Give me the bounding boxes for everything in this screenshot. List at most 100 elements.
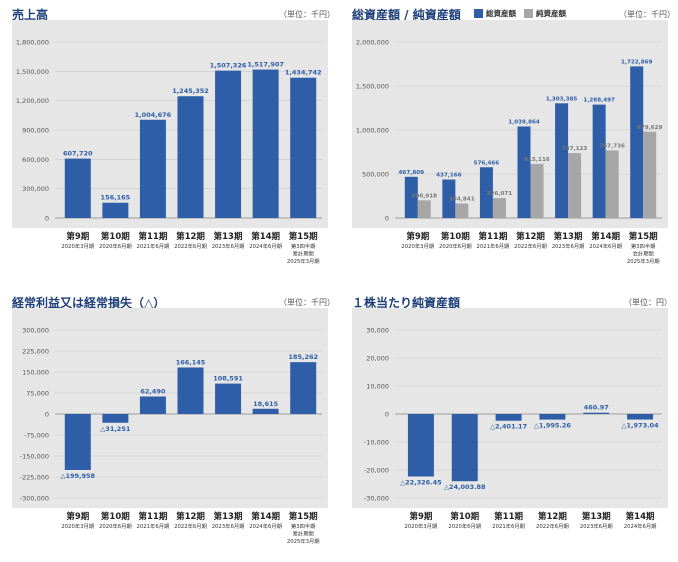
x-tick-label: 第15期 bbox=[629, 231, 658, 242]
x-tick-label: 第10期 bbox=[101, 231, 130, 242]
sales-chart: 0 300,000 600,000 900,000 1,200,000 1,500,000… bbox=[12, 20, 328, 265]
net-assets-per-share-chart: -30,000 -20,000 -10,000 0 10,000 20,000 30,000… bbox=[352, 308, 668, 530]
unit-label-assets: （単位：千円） bbox=[619, 10, 675, 19]
bar bbox=[215, 383, 242, 414]
data-label: △1,995.26 bbox=[534, 422, 572, 430]
bar bbox=[290, 77, 317, 218]
x-tick-sublabel: 2021年6月期 bbox=[137, 242, 170, 250]
data-label: 62,490 bbox=[140, 388, 166, 396]
x-tick-label: 第12期 bbox=[538, 511, 567, 522]
bar bbox=[555, 103, 569, 218]
x-tick-label: 第15期 bbox=[289, 511, 318, 522]
y-tick-label: 20,000 bbox=[366, 355, 389, 363]
bar bbox=[627, 414, 654, 420]
data-label: 1,245,352 bbox=[172, 87, 209, 95]
bar bbox=[102, 414, 129, 423]
x-tick-label: 第14期 bbox=[251, 511, 280, 522]
chart-title-ordinary-profit: 経常利益又は経常損失（△） bbox=[12, 296, 166, 310]
bar bbox=[451, 414, 478, 482]
bar bbox=[495, 414, 522, 421]
x-tick-label: 第13期 bbox=[214, 231, 243, 242]
bar bbox=[64, 414, 91, 470]
y-tick-label: 0 bbox=[45, 215, 49, 223]
data-label: 1,507,326 bbox=[210, 62, 247, 70]
data-label: 1,722,869 bbox=[621, 59, 653, 65]
y-tick-label: 30,000 bbox=[366, 327, 389, 335]
x-tick-label: 第14期 bbox=[251, 231, 280, 242]
x-tick-sublabel: 第3四半期 bbox=[631, 242, 656, 250]
data-label: 1,517,907 bbox=[247, 61, 284, 69]
y-tick-label: 150,000 bbox=[22, 369, 49, 377]
data-label: 1,288,497 bbox=[583, 98, 615, 104]
legend-swatch-total-assets bbox=[474, 9, 483, 18]
data-label: 1,434,742 bbox=[285, 69, 322, 77]
bar bbox=[417, 200, 431, 218]
y-tick-label: -300,000 bbox=[20, 495, 49, 503]
y-tick-label: 0 bbox=[385, 215, 389, 223]
x-tick-sublabel: 2022年6月期 bbox=[536, 522, 569, 530]
legend-label-total-assets: 総資産額 bbox=[486, 9, 516, 18]
plot-background bbox=[12, 20, 328, 228]
y-tick-label: 600,000 bbox=[22, 156, 49, 164]
assets-legend: 総資産額 純資産額 bbox=[474, 8, 574, 19]
bar bbox=[215, 70, 242, 219]
y-tick-label: 1,500,000 bbox=[16, 68, 49, 76]
bar bbox=[479, 167, 493, 218]
data-label: △22,326.45 bbox=[400, 479, 442, 487]
data-label: △24,003.88 bbox=[444, 483, 486, 491]
x-tick-sublabel: 2023年6月期 bbox=[580, 522, 613, 530]
data-label: △2,401.17 bbox=[490, 423, 527, 431]
legend-item-net-assets: 純資産額 bbox=[524, 8, 566, 19]
x-tick-sublabel: 2022年6月期 bbox=[514, 242, 547, 250]
x-tick-sublabel: 第3四半期 bbox=[291, 242, 316, 250]
data-label: 1,039,864 bbox=[508, 119, 540, 125]
data-label: 467,809 bbox=[399, 170, 425, 176]
assets-chart: 0 500,000 1,000,000 1,500,000 2,000,000 467,8… bbox=[352, 20, 668, 265]
x-tick-sublabel: 2020年3月期 bbox=[61, 522, 94, 530]
x-tick-label: 第10期 bbox=[450, 511, 479, 522]
y-tick-label: -20,000 bbox=[364, 467, 389, 475]
data-label: 767,736 bbox=[599, 143, 625, 149]
x-tick-sublabel: 2020年6月期 bbox=[448, 522, 481, 530]
x-tick-label: 第14期 bbox=[591, 231, 620, 242]
bar bbox=[592, 104, 606, 218]
data-label: 226,071 bbox=[487, 191, 513, 197]
bar bbox=[517, 126, 531, 218]
data-label: 166,145 bbox=[176, 358, 206, 366]
bar bbox=[583, 412, 610, 414]
x-tick-label: 第9期 bbox=[406, 231, 429, 242]
x-tick-sublabel: 2024年6月期 bbox=[624, 522, 657, 530]
y-tick-label: 300,000 bbox=[22, 327, 49, 335]
chart-title-assets: 総資産額 / 純資産額 bbox=[352, 8, 461, 22]
bar bbox=[605, 150, 619, 218]
data-label: 437,166 bbox=[436, 173, 462, 179]
x-tick-sublabel: 累計期間 bbox=[293, 530, 314, 538]
y-tick-label: 1,200,000 bbox=[16, 97, 49, 105]
x-tick-label: 第13期 bbox=[214, 511, 243, 522]
bar bbox=[643, 131, 657, 218]
x-tick-sublabel: 第3四半期 bbox=[291, 522, 316, 530]
x-tick-label: 第12期 bbox=[176, 231, 205, 242]
data-label: 156,165 bbox=[101, 194, 131, 202]
bar bbox=[568, 153, 582, 218]
x-tick-label: 第9期 bbox=[66, 231, 89, 242]
y-tick-label: 1,000,000 bbox=[356, 127, 389, 135]
bar bbox=[455, 203, 469, 218]
x-tick-sublabel: 2020年3月期 bbox=[61, 242, 94, 250]
x-tick-label: 第10期 bbox=[101, 511, 130, 522]
data-label: 108,591 bbox=[213, 375, 243, 383]
x-tick-sublabel: 2025年3月期 bbox=[287, 537, 320, 545]
x-tick-sublabel: 2023年6月期 bbox=[552, 242, 585, 250]
x-tick-sublabel: 2020年6月期 bbox=[99, 242, 132, 250]
bar bbox=[290, 362, 317, 414]
bar bbox=[530, 163, 544, 218]
x-tick-sublabel: 2020年3月期 bbox=[401, 242, 434, 250]
plot-background bbox=[12, 308, 328, 508]
data-label: 1,004,676 bbox=[135, 111, 172, 119]
x-tick-sublabel: 累計期間 bbox=[293, 250, 314, 258]
x-tick-label: 第15期 bbox=[289, 231, 318, 242]
data-label: 1,303,385 bbox=[546, 96, 578, 102]
y-tick-label: 1,500,000 bbox=[356, 83, 389, 91]
bar bbox=[139, 119, 166, 218]
x-tick-sublabel: 2020年6月期 bbox=[439, 242, 472, 250]
